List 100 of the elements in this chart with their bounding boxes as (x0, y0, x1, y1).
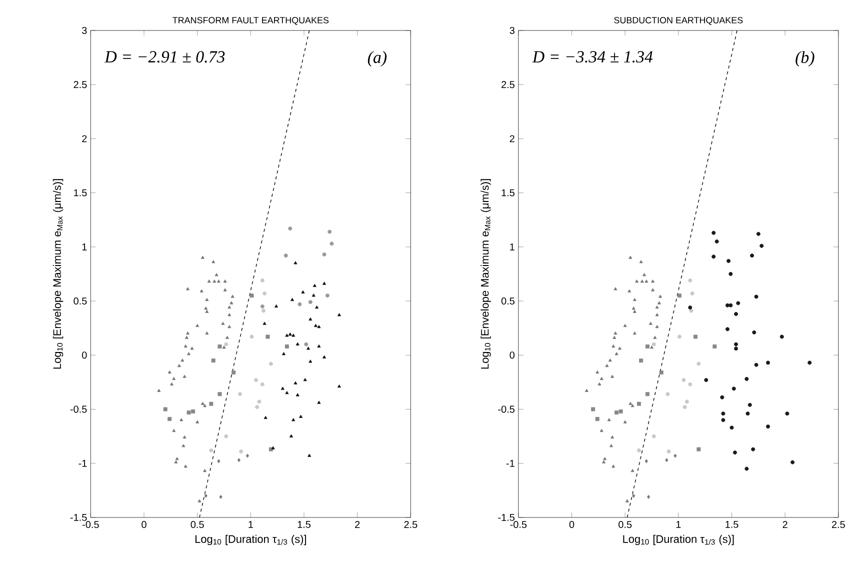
point (264, 416, 268, 419)
point (230, 301, 234, 304)
point (595, 416, 600, 421)
point (689, 308, 694, 313)
point (290, 298, 294, 302)
point (688, 278, 692, 282)
point (756, 232, 760, 236)
point (322, 252, 326, 256)
chart-title: TRANSFORM FAULT EARTHQUAKES (172, 17, 329, 25)
point (182, 435, 186, 438)
point (274, 304, 278, 308)
point (172, 428, 176, 432)
x-tick-label: 0 (142, 520, 146, 528)
point (750, 254, 754, 258)
point (632, 331, 636, 335)
x-tick-label: 2.5 (832, 520, 845, 528)
point (317, 324, 321, 328)
point (172, 376, 176, 380)
point (325, 294, 330, 298)
point (650, 346, 654, 349)
point (312, 284, 316, 287)
point (250, 334, 254, 339)
point (608, 358, 612, 362)
point (600, 376, 604, 380)
point (232, 370, 236, 374)
point (218, 344, 222, 348)
point (665, 458, 668, 462)
point (157, 388, 161, 392)
point (246, 454, 250, 458)
x-tick-label: 2 (782, 520, 788, 528)
point (651, 280, 655, 283)
point (182, 374, 186, 378)
point (610, 374, 614, 378)
point (221, 322, 225, 325)
point (254, 378, 258, 382)
point (209, 402, 214, 406)
point (653, 336, 657, 339)
point (628, 402, 632, 405)
y-tick-label: 2.5 (502, 81, 514, 88)
point (217, 459, 220, 464)
point (714, 239, 719, 244)
point (659, 370, 664, 374)
point (196, 420, 200, 424)
point (196, 324, 200, 328)
point (652, 434, 656, 438)
point (315, 306, 319, 309)
point (651, 288, 655, 292)
point (280, 386, 284, 390)
point (726, 258, 731, 263)
point (712, 254, 716, 259)
point (228, 324, 232, 328)
point (296, 342, 300, 346)
point (255, 405, 260, 410)
point (314, 324, 318, 328)
point (262, 291, 267, 296)
point (225, 336, 229, 339)
y-tick-label: 0.5 (501, 297, 514, 305)
point (299, 414, 303, 418)
point (612, 464, 616, 468)
point (648, 322, 652, 325)
point (308, 317, 312, 321)
point (646, 494, 650, 499)
point (260, 382, 264, 386)
point (288, 332, 292, 336)
point (284, 254, 288, 258)
point (262, 322, 266, 325)
point (603, 457, 607, 460)
point (688, 306, 692, 310)
point (591, 407, 596, 412)
point (677, 334, 682, 339)
point (655, 306, 659, 309)
y-tick-label: 0 (82, 352, 87, 359)
point (614, 331, 618, 335)
point (163, 407, 168, 412)
point (584, 388, 588, 392)
point (204, 494, 208, 498)
point (337, 313, 341, 316)
point (260, 304, 264, 308)
x-axis-title: Log$_{10}$ [Duration τ$_{1/3}$ (s)] (195, 534, 306, 546)
point (308, 360, 312, 363)
point (645, 392, 650, 396)
point (205, 298, 209, 302)
point (209, 448, 214, 452)
y-tick-label: 0 (510, 352, 515, 359)
point (211, 358, 216, 363)
point (704, 378, 708, 382)
point (790, 460, 795, 464)
point (596, 370, 600, 374)
point (288, 226, 292, 231)
point (203, 468, 207, 472)
y-tick-label: -1.5 (498, 514, 514, 521)
point (766, 360, 770, 365)
point (219, 494, 222, 499)
point (618, 346, 622, 350)
point (292, 418, 296, 422)
point (285, 334, 289, 337)
point (682, 405, 687, 410)
point (303, 378, 307, 382)
point (284, 344, 289, 348)
point (261, 308, 266, 313)
